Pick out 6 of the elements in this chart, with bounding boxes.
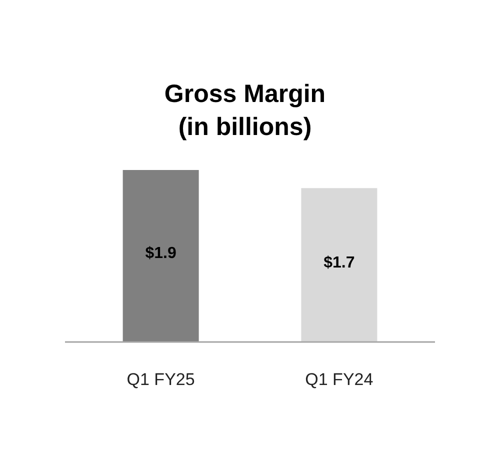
chart-subtitle: (in billions) (178, 113, 312, 141)
chart-title: Gross Margin (164, 80, 326, 108)
x-tick-label: Q1 FY25 (126, 370, 195, 389)
data-label: $1.9 (145, 245, 176, 262)
data-label: $1.7 (324, 254, 355, 272)
x-tick-label: Q1 FY24 (305, 370, 374, 389)
